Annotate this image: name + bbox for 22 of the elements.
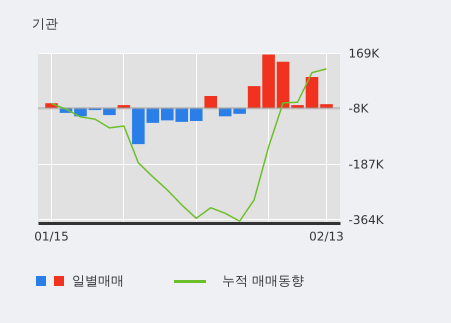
- bar: [190, 108, 203, 121]
- bar: [248, 86, 260, 108]
- y-tick-label: 169K: [348, 46, 380, 60]
- y-tick-label: -8K: [348, 102, 370, 116]
- bar: [103, 108, 116, 116]
- legend-label: 누적 매매동향: [222, 273, 304, 290]
- bar: [146, 108, 160, 123]
- legend-label: 일별매매: [72, 273, 124, 290]
- bar: [132, 108, 145, 144]
- x-tick-label: 02/13: [309, 230, 344, 244]
- y-tick-label: -187K: [348, 158, 385, 172]
- bar: [118, 105, 130, 108]
- chart-title: 기관: [32, 17, 58, 32]
- bar: [204, 96, 217, 108]
- bar: [218, 108, 232, 116]
- bar: [262, 54, 275, 108]
- x-tick-label: 01/15: [34, 230, 69, 244]
- line-series: [50, 68, 328, 222]
- bar: [175, 108, 188, 122]
- bar: [161, 108, 174, 120]
- y-tick-label: -364K: [348, 212, 385, 227]
- bar: [233, 108, 246, 114]
